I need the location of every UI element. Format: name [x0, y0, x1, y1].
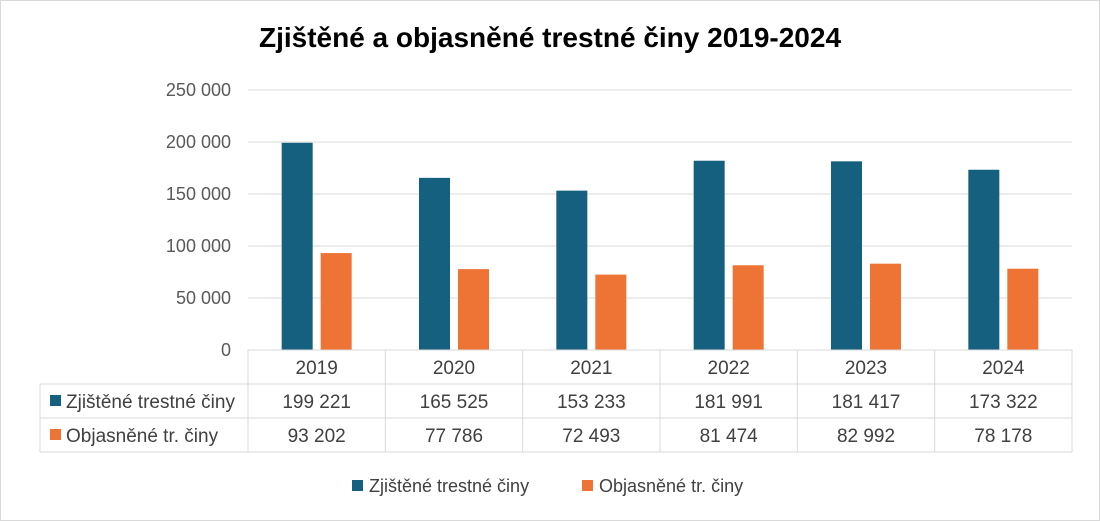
table-cell-value: 82 992 [837, 426, 895, 447]
table-row-label: Objasněné tr. činy [66, 426, 219, 447]
y-tick-label: 200 000 [166, 132, 231, 152]
legend-key [582, 480, 593, 491]
bar-objasnene [870, 263, 901, 350]
bar-zjistene [281, 142, 313, 350]
table-cell-value: 181 417 [832, 392, 901, 413]
bar-zjistene [831, 161, 862, 350]
y-tick-label: 50 000 [176, 288, 231, 308]
table-cell-value: 72 493 [562, 426, 620, 447]
table-cell-value: 77 786 [425, 426, 483, 447]
bar-objasnene [732, 265, 764, 350]
x-tick-label: 2019 [296, 358, 338, 379]
table-cell-value: 78 178 [974, 426, 1032, 447]
table-cell-value: 93 202 [288, 426, 346, 447]
bar-objasnene [595, 274, 627, 350]
table-cell-value: 173 322 [969, 392, 1038, 413]
legend-label: Zjištěné trestné činy [369, 476, 529, 496]
table-cell-value: 153 233 [557, 392, 626, 413]
bar-zjistene [693, 160, 725, 350]
table-cell-value: 81 474 [700, 426, 759, 447]
bar-zjistene [968, 169, 1000, 350]
x-tick-label: 2024 [982, 358, 1025, 379]
x-tick-label: 2023 [845, 358, 887, 379]
bar-objasnene [320, 253, 352, 350]
table-legend-key [50, 429, 61, 440]
bar-objasnene [458, 269, 489, 350]
table-row-label: Zjištěné trestné činy [66, 392, 235, 413]
table-cell-value: 165 525 [420, 392, 489, 413]
x-tick-label: 2022 [708, 358, 750, 379]
table-cell-value: 199 221 [282, 392, 351, 413]
y-tick-label: 150 000 [166, 184, 231, 204]
legend-key [352, 480, 363, 491]
table-legend-key [50, 395, 61, 406]
legend-label: Objasněné tr. činy [599, 476, 743, 496]
bar-zjistene [419, 177, 450, 350]
x-tick-label: 2020 [433, 358, 475, 379]
table-cell-value: 181 991 [694, 392, 763, 413]
x-tick-label: 2021 [570, 358, 612, 379]
bar-zjistene [556, 190, 588, 350]
y-tick-label: 250 000 [166, 80, 231, 100]
chart-title: Zjištěné a objasněné trestné činy 2019-2… [258, 22, 842, 53]
bar-objasnene [1007, 268, 1039, 350]
y-tick-label: 0 [221, 340, 231, 360]
y-tick-label: 100 000 [166, 236, 231, 256]
